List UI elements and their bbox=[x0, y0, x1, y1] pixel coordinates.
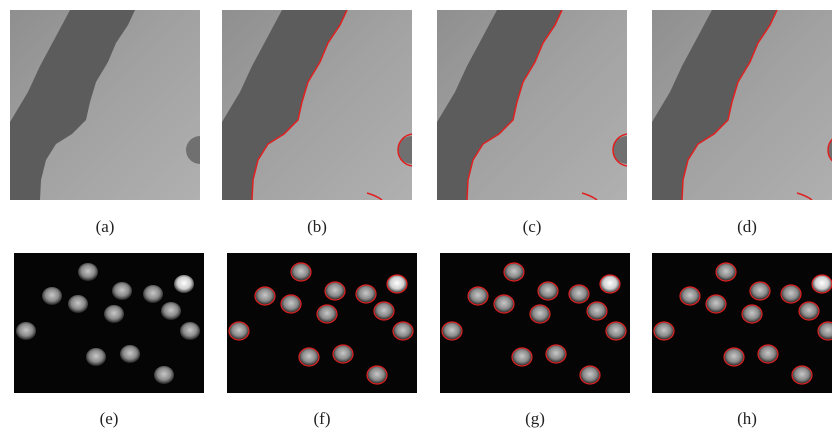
cell bbox=[42, 287, 62, 305]
caption: (f) bbox=[314, 409, 331, 428]
dark-spot bbox=[186, 136, 214, 164]
background bbox=[440, 253, 630, 393]
cell bbox=[120, 345, 140, 363]
caption: (h) bbox=[737, 409, 757, 428]
caption: (e) bbox=[100, 409, 119, 428]
image-panel bbox=[222, 10, 430, 200]
cell bbox=[68, 295, 88, 313]
cell bbox=[78, 263, 98, 281]
caption: (c) bbox=[523, 217, 542, 236]
image-panel bbox=[227, 253, 417, 393]
caption: (a) bbox=[96, 217, 115, 236]
image-panel bbox=[652, 253, 832, 393]
cell bbox=[174, 275, 194, 293]
caption: (b) bbox=[307, 217, 327, 236]
figure: (a) (b) (c) (d) (e) (f) (g) (h) bbox=[0, 0, 832, 433]
cell bbox=[180, 322, 200, 340]
image-panel bbox=[437, 10, 645, 200]
cell bbox=[161, 302, 181, 320]
cell bbox=[112, 282, 132, 300]
image-panel bbox=[10, 10, 214, 200]
caption: (g) bbox=[525, 409, 545, 428]
cell bbox=[16, 322, 36, 340]
background bbox=[14, 253, 204, 393]
background bbox=[227, 253, 417, 393]
cell bbox=[104, 305, 124, 323]
image-panel bbox=[652, 10, 832, 200]
cell bbox=[86, 348, 106, 366]
cell bbox=[154, 366, 174, 384]
cell bbox=[143, 285, 163, 303]
caption: (d) bbox=[737, 217, 757, 236]
image-panel bbox=[440, 253, 630, 393]
image-panel bbox=[14, 253, 204, 393]
